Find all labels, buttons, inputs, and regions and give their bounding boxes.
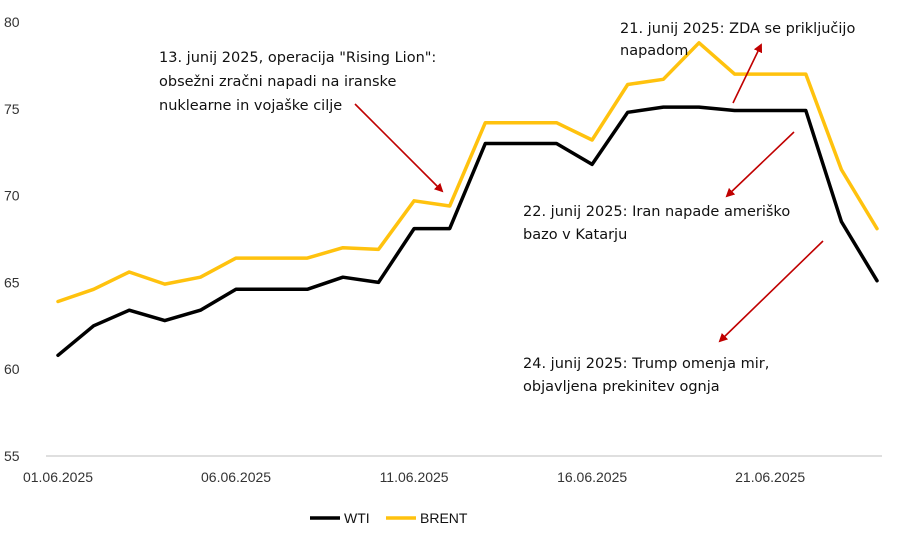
- annotation-rising-lion: 13. junij 2025, operacija "Rising Lion":…: [159, 50, 441, 114]
- y-tick-label: 60: [4, 361, 20, 377]
- annotation-arrow-trump: [718, 240, 824, 343]
- annotation-zda: 21. junij 2025: ZDA se priključijo napad…: [620, 21, 860, 59]
- y-axis-ticks: 55 60 65 70 75 80: [4, 14, 20, 464]
- x-tick-label: 11.06.2025: [380, 469, 449, 485]
- annotation-arrow-rising-lion: [354, 103, 444, 193]
- x-tick-label: 16.06.2025: [557, 469, 627, 485]
- y-tick-label: 55: [4, 448, 20, 464]
- series-line-wti: [56, 105, 879, 358]
- x-tick-label: 21.06.2025: [735, 469, 805, 485]
- annotation-arrows: [354, 43, 824, 343]
- legend: WTI BRENT: [310, 510, 468, 526]
- series-line-brent: [56, 41, 879, 304]
- x-tick-label: 06.06.2025: [201, 469, 271, 485]
- annotation-katar: 22. junij 2025: Iran napade ameriško baz…: [523, 204, 795, 243]
- annotation-arrow-zda: [732, 43, 763, 104]
- y-tick-label: 80: [4, 14, 20, 30]
- annotations: 13. junij 2025, operacija "Rising Lion":…: [159, 21, 860, 395]
- x-axis-ticks: 01.06.2025 06.06.2025 11.06.2025 16.06.2025…: [23, 469, 805, 485]
- legend-label-brent: BRENT: [420, 510, 468, 526]
- y-tick-label: 65: [4, 274, 20, 290]
- annotation-trump: 24. junij 2025: Trump omenja mir, objavl…: [523, 356, 774, 395]
- x-tick-label: 01.06.2025: [23, 469, 93, 485]
- y-tick-label: 75: [4, 101, 20, 117]
- legend-label-wti: WTI: [344, 510, 370, 526]
- y-tick-label: 70: [4, 188, 20, 204]
- annotation-arrow-katar: [725, 131, 795, 198]
- series-layer: [56, 41, 879, 358]
